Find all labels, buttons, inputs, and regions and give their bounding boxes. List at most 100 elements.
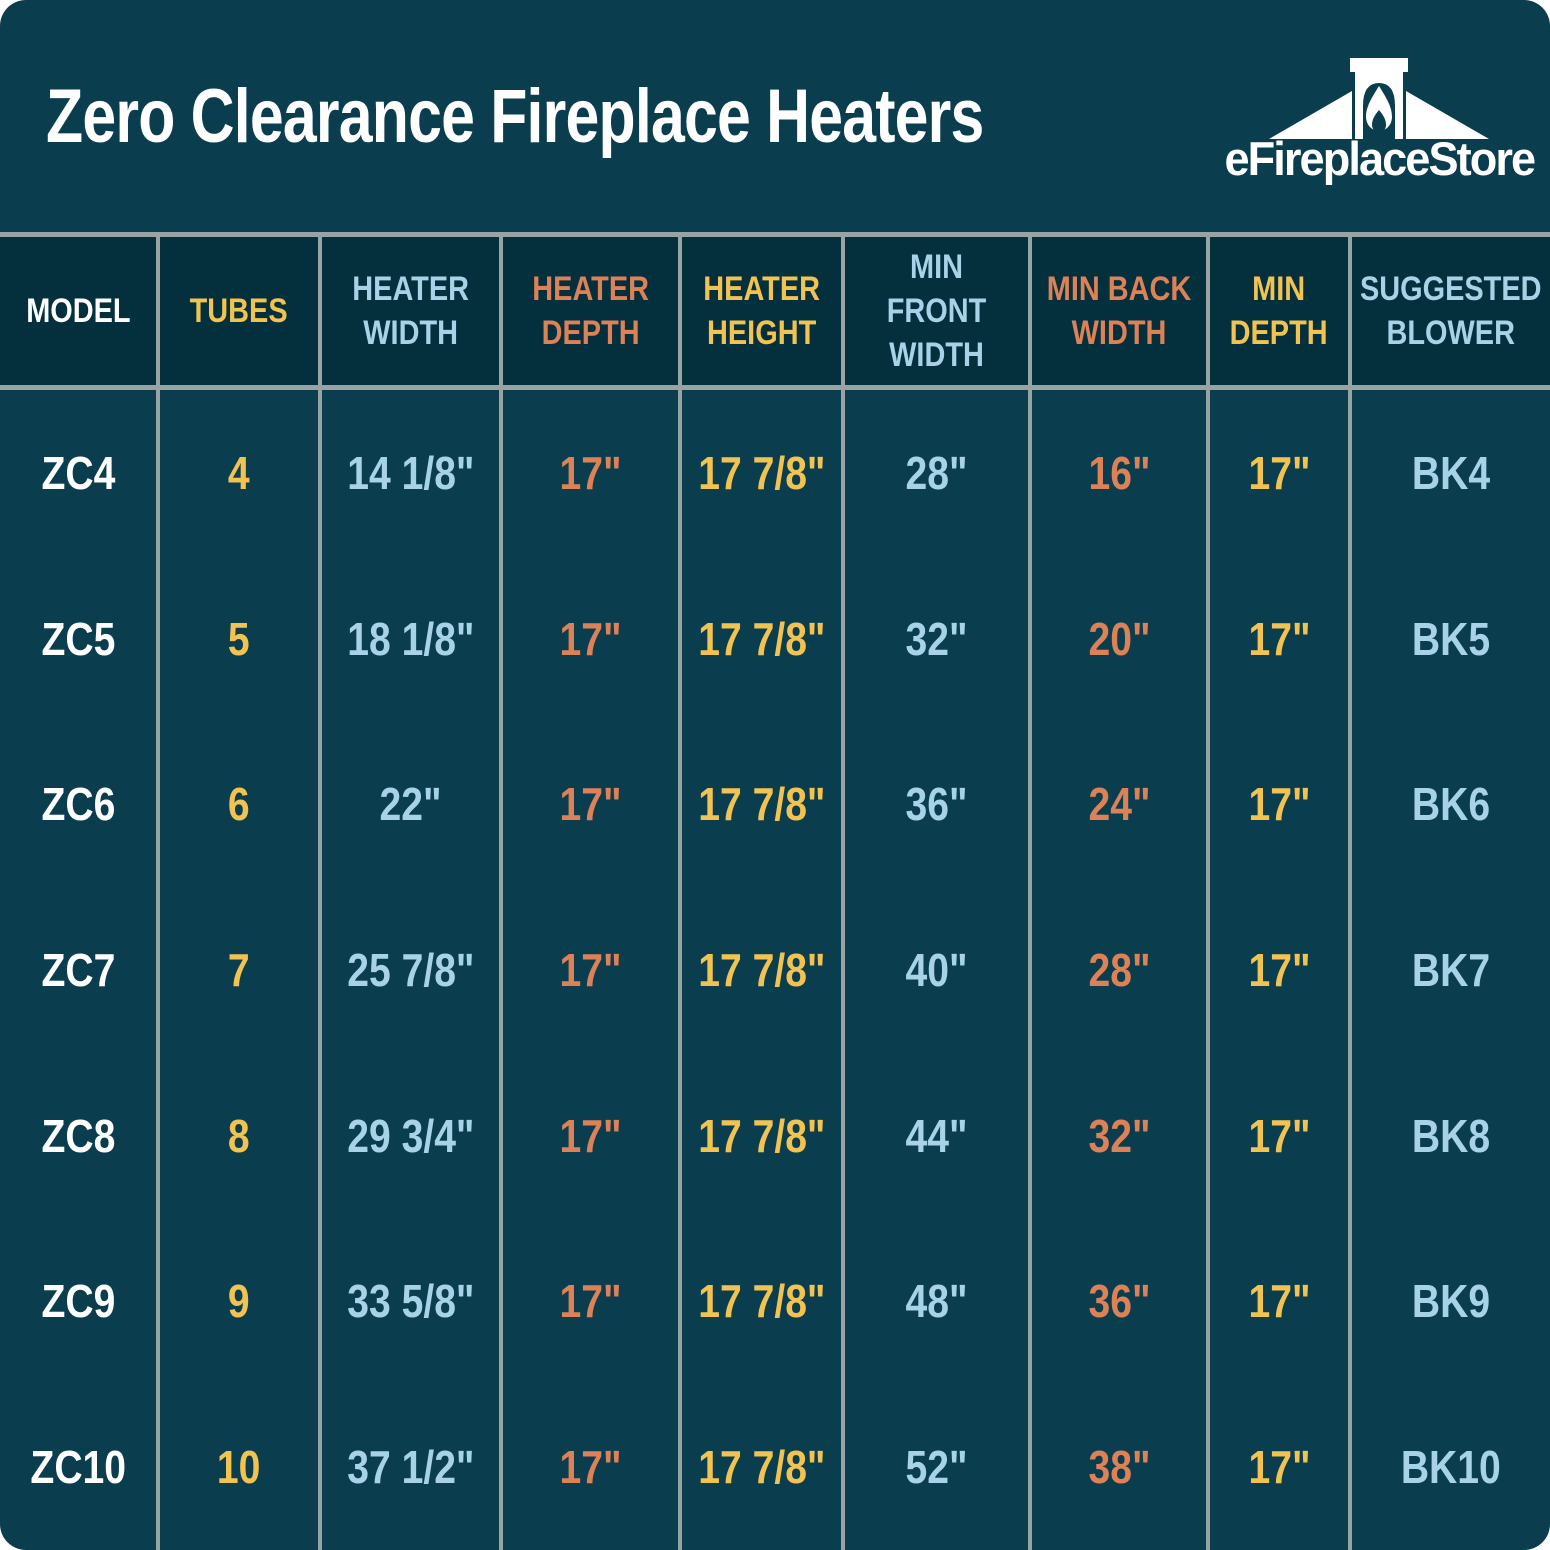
cell-zc10-min-front-width: 52" — [845, 1384, 1032, 1550]
cell-value: 22" — [379, 778, 442, 831]
header-label: HEATER HEIGHT — [703, 269, 820, 352]
cell-zc6-suggested-blower: BK6 — [1352, 721, 1550, 887]
page-title: Zero Clearance Fireplace Heaters — [46, 73, 984, 159]
header-cell-min-depth: MIN DEPTH — [1210, 237, 1352, 385]
header-cell-heater-height: HEATER HEIGHT — [682, 237, 845, 385]
cell-zc9-min-back-width: 36" — [1032, 1218, 1210, 1385]
header-cell-heater-width: HEATER WIDTH — [322, 237, 503, 385]
header-label: TUBES — [190, 291, 288, 330]
cell-zc10-heater-width: 37 1/2" — [322, 1384, 503, 1550]
cell-value: 7 — [228, 943, 250, 996]
cell-value: BK4 — [1411, 446, 1491, 499]
cell-zc7-heater-height: 17 7/8" — [682, 887, 845, 1053]
cell-value: 28" — [1087, 943, 1151, 996]
cell-value: 17" — [559, 1441, 622, 1494]
cell-value: 17" — [1247, 1109, 1311, 1162]
header-label: HEATER DEPTH — [532, 269, 649, 352]
cell-zc4-model: ZC4 — [0, 390, 160, 556]
cell-zc7-model: ZC7 — [0, 887, 160, 1053]
cell-zc4-heater-height: 17 7/8" — [682, 390, 845, 556]
cell-value: 33 5/8" — [346, 1275, 475, 1328]
cell-value: BK5 — [1411, 612, 1491, 665]
header-cell-suggested-blower: SUGGESTED BLOWER — [1352, 237, 1550, 385]
cell-value: 17 7/8" — [697, 446, 826, 499]
brand-logo: eFireplaceStore — [1218, 53, 1541, 186]
cell-zc5-tubes: 5 — [160, 555, 322, 722]
cell-zc10-min-depth: 17" — [1210, 1384, 1352, 1550]
cell-value: 17" — [559, 1275, 622, 1328]
cell-value: 17" — [559, 1109, 622, 1162]
cell-value: 9 — [228, 1275, 250, 1328]
cell-zc7-heater-depth: 17" — [503, 887, 682, 1053]
cell-value: 17" — [1247, 778, 1311, 831]
cell-zc9-min-front-width: 48" — [845, 1218, 1032, 1385]
cell-value: 17" — [559, 612, 622, 665]
cell-value: 29 3/4" — [346, 1109, 475, 1162]
header-label: MIN FRONT WIDTH — [886, 247, 987, 375]
cell-value: 17 7/8" — [697, 1109, 826, 1162]
cell-value: 16" — [1087, 446, 1151, 499]
brand-wordmark: eFireplaceStore — [1224, 131, 1536, 185]
cell-value: 10 — [217, 1441, 261, 1494]
cell-value: BK7 — [1411, 943, 1491, 996]
cell-value: 36" — [1087, 1275, 1151, 1328]
cell-zc10-min-back-width: 38" — [1032, 1384, 1210, 1550]
cell-value: BK6 — [1411, 778, 1491, 831]
cell-zc10-suggested-blower: BK10 — [1352, 1384, 1550, 1550]
cell-zc7-min-back-width: 28" — [1032, 887, 1210, 1053]
table-body: ZC4 4 14 1/8" 17" 17 7/8" 28" 16" 17" BK4 ZC5 5 18 … — [0, 390, 1550, 1550]
cell-value: 17 7/8" — [697, 943, 826, 996]
cell-value: 17" — [1247, 1275, 1311, 1328]
cell-zc10-heater-height: 17 7/8" — [682, 1384, 845, 1550]
cell-value: 40" — [905, 943, 968, 996]
cell-value: 17 7/8" — [697, 1441, 826, 1494]
cell-value: 17" — [559, 446, 622, 499]
header-cell-model: MODEL — [0, 237, 160, 385]
cell-value: 20" — [1087, 612, 1151, 665]
cell-zc9-tubes: 9 — [160, 1218, 322, 1385]
cell-zc4-heater-width: 14 1/8" — [322, 390, 503, 556]
header-label: MIN DEPTH — [1230, 269, 1328, 352]
cell-value: ZC6 — [41, 778, 115, 831]
cell-value: 32" — [1087, 1109, 1151, 1162]
cell-value: BK9 — [1411, 1275, 1491, 1328]
header-label: MIN BACK WIDTH — [1046, 269, 1192, 352]
cell-value: 18 1/8" — [346, 612, 475, 665]
cell-zc10-tubes: 10 — [160, 1384, 322, 1550]
cell-zc5-heater-depth: 17" — [503, 555, 682, 722]
cell-zc5-heater-height: 17 7/8" — [682, 555, 845, 722]
cell-value: 28" — [905, 446, 968, 499]
cell-zc6-min-depth: 17" — [1210, 721, 1352, 888]
cell-zc6-heater-height: 17 7/8" — [682, 721, 845, 888]
cell-zc8-heater-depth: 17" — [503, 1052, 682, 1219]
cell-zc7-tubes: 7 — [160, 887, 322, 1053]
header-cell-heater-depth: HEATER DEPTH — [503, 237, 682, 385]
cell-value: 17" — [559, 943, 622, 996]
cell-value: 8 — [228, 1109, 250, 1162]
cell-zc4-min-back-width: 16" — [1032, 390, 1210, 556]
cell-zc6-heater-width: 22" — [322, 721, 503, 888]
cell-value: 52" — [905, 1441, 968, 1494]
cell-value: 17 7/8" — [697, 1275, 826, 1328]
cell-zc6-min-front-width: 36" — [845, 721, 1032, 888]
cell-value: 4 — [228, 446, 250, 499]
cell-value: BK8 — [1411, 1109, 1491, 1162]
cell-zc5-min-depth: 17" — [1210, 555, 1352, 722]
cell-value: 48" — [905, 1275, 968, 1328]
cell-value: 32" — [905, 612, 968, 665]
cell-value: ZC5 — [41, 612, 115, 665]
cell-value: 38" — [1087, 1441, 1151, 1494]
cell-value: 25 7/8" — [346, 943, 475, 996]
header-label: HEATER WIDTH — [352, 269, 469, 352]
cell-zc8-model: ZC8 — [0, 1052, 160, 1219]
cell-zc8-min-front-width: 44" — [845, 1052, 1032, 1219]
cell-zc9-suggested-blower: BK9 — [1352, 1219, 1550, 1385]
cell-value: 44" — [905, 1109, 968, 1162]
cell-value: ZC7 — [41, 943, 115, 996]
cell-zc6-model: ZC6 — [0, 721, 160, 888]
cell-zc8-heater-width: 29 3/4" — [322, 1052, 503, 1219]
cell-zc9-heater-height: 17 7/8" — [682, 1218, 845, 1385]
cell-zc8-suggested-blower: BK8 — [1352, 1053, 1550, 1219]
cell-zc6-min-back-width: 24" — [1032, 721, 1210, 888]
